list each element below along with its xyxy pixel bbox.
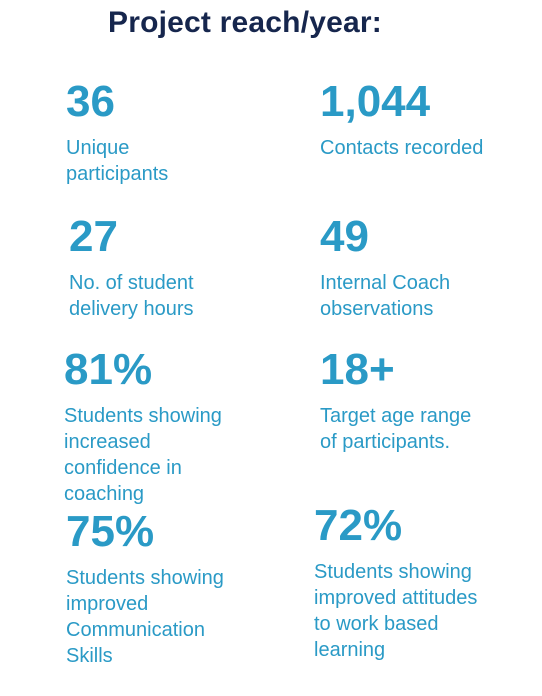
stat-student-delivery-hours: 27 No. of student delivery hours [69, 213, 194, 322]
stat-value: 1,044 [320, 77, 431, 126]
stat-value: 49 [320, 212, 369, 261]
page-title: Project reach/year: [108, 6, 382, 39]
stat-unique-participants: 36 Unique participants [66, 78, 168, 187]
stat-value: 72% [314, 501, 403, 550]
stat-value: 18+ [320, 345, 395, 394]
stat-label: Target age range of participants. [320, 405, 472, 453]
stat-label: Students showing increased confidence in… [64, 405, 222, 505]
stat-label: Unique participants [66, 137, 169, 185]
stat-label: No. of student delivery hours [69, 272, 194, 320]
stat-label: Students showing improved attitudes to w… [314, 561, 478, 661]
stat-value: 27 [69, 212, 118, 261]
stat-communication-skills: 75% Students showing improved Communicat… [66, 508, 224, 669]
stat-label: Internal Coach observations [320, 272, 451, 320]
stat-value: 36 [66, 77, 115, 126]
stat-confidence-in-coaching: 81% Students showing increased confidenc… [64, 346, 222, 507]
stat-value: 81% [64, 345, 153, 394]
stat-work-based-learning: 72% Students showing improved attitudes … [314, 502, 477, 663]
stat-value: 75% [66, 507, 155, 556]
stat-label: Contacts recorded [320, 137, 484, 159]
stat-contacts-recorded: 1,044 Contacts recorded [320, 78, 483, 161]
stat-target-age-range: 18+ Target age range of participants. [320, 346, 471, 455]
stat-label: Students showing improved Communication … [66, 567, 224, 667]
stat-coach-observations: 49 Internal Coach observations [320, 213, 450, 322]
